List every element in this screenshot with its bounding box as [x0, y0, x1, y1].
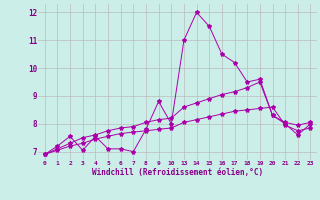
X-axis label: Windchill (Refroidissement éolien,°C): Windchill (Refroidissement éolien,°C) — [92, 168, 263, 177]
